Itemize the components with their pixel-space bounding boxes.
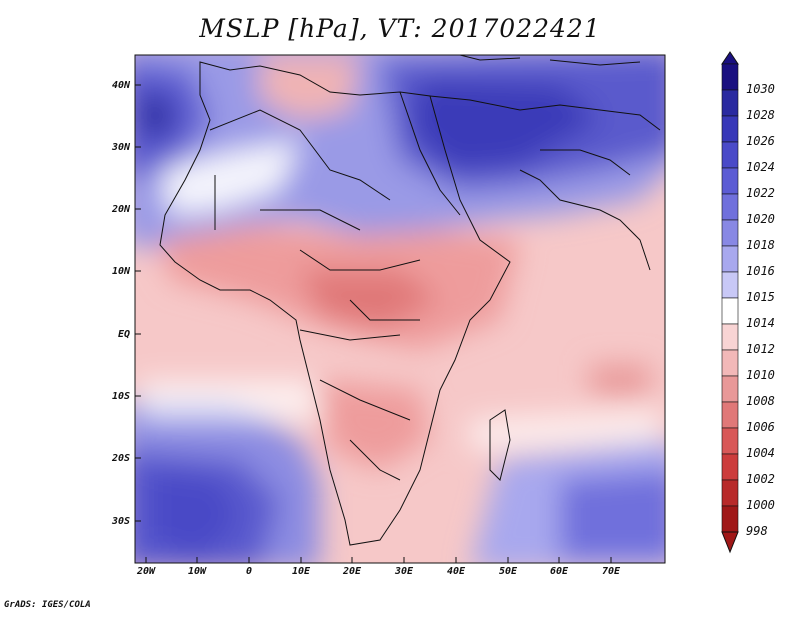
- colorbar-label: 1000: [746, 498, 775, 512]
- map-frame: [134, 54, 666, 564]
- colorbar-label: 1022: [746, 186, 775, 200]
- colorbar-label: 1030: [746, 82, 775, 96]
- colorbar-swatch: [721, 505, 739, 533]
- colorbar-swatch: [721, 63, 739, 91]
- y-tick-label: 20N: [111, 204, 130, 215]
- colorbar-swatch: [721, 271, 739, 299]
- y-tick-label: 20S: [111, 453, 130, 464]
- x-tick-label: 70E: [601, 566, 621, 577]
- colorbar-label: 1010: [746, 368, 775, 382]
- colorbar-swatch: [721, 297, 739, 325]
- colorbar-swatch: [721, 141, 739, 169]
- x-tick-label: 0: [245, 566, 253, 577]
- y-tick-label: 30N: [111, 142, 130, 153]
- x-tick-label: 50E: [498, 566, 518, 577]
- colorbar-swatch: [721, 427, 739, 455]
- x-tick-label: 30E: [394, 566, 414, 577]
- colorbar-swatch: [721, 193, 739, 221]
- x-tick-label: 10W: [187, 566, 207, 577]
- colorbar-swatch: [721, 323, 739, 351]
- x-tick-label: 20E: [342, 566, 362, 577]
- colorbar-swatch: [721, 219, 739, 247]
- axis-ticks: [135, 84, 612, 563]
- colorbar-swatch: [721, 115, 739, 143]
- colorbar-swatch: [721, 245, 739, 273]
- colorbar-swatch: [721, 401, 739, 429]
- colorbar-label: 1020: [746, 212, 775, 226]
- colorbar-top-arrow: [721, 51, 739, 65]
- y-tick-label: 10N: [111, 266, 130, 277]
- x-tick-label: 40E: [446, 566, 466, 577]
- y-tick-label: 10S: [111, 391, 130, 402]
- colorbar-swatch: [721, 167, 739, 195]
- colorbar-label: 1024: [746, 160, 775, 174]
- y-tick-label: 40N: [111, 80, 130, 91]
- colorbar-swatch: [721, 479, 739, 507]
- colorbar-swatch: [721, 453, 739, 481]
- colorbar-label: 1018: [746, 238, 775, 252]
- map-title: MSLP [hPa], VT: 2017022421: [199, 14, 601, 43]
- colorbar-label: 1014: [746, 316, 775, 330]
- colorbar-label: 1004: [746, 446, 775, 460]
- colorbar-bottom-arrow: [721, 531, 739, 554]
- y-tick-label: 30S: [111, 516, 130, 527]
- colorbar-label: 1028: [746, 108, 775, 122]
- x-tick-label: 10E: [291, 566, 311, 577]
- grads-credit: GrADS: IGES/COLA: [4, 600, 91, 610]
- x-tick-label: 60E: [549, 566, 569, 577]
- colorbar-swatch: [721, 89, 739, 117]
- colorbar: [721, 51, 739, 554]
- colorbar-label: 1026: [746, 134, 775, 148]
- colorbar-label: 1006: [746, 420, 775, 434]
- pressure-field: [135, 55, 665, 563]
- colorbar-label: 998: [746, 524, 768, 538]
- x-tick-label: 20W: [136, 566, 156, 577]
- coastlines: [159, 55, 661, 546]
- colorbar-label: 1008: [746, 394, 775, 408]
- colorbar-swatch: [721, 375, 739, 403]
- colorbar-swatch: [721, 349, 739, 377]
- y-tick-label: EQ: [117, 329, 130, 340]
- colorbar-label: 1012: [746, 342, 775, 356]
- colorbar-label: 1016: [746, 264, 775, 278]
- colorbar-label: 1002: [746, 472, 775, 486]
- colorbar-label: 1015: [746, 290, 775, 304]
